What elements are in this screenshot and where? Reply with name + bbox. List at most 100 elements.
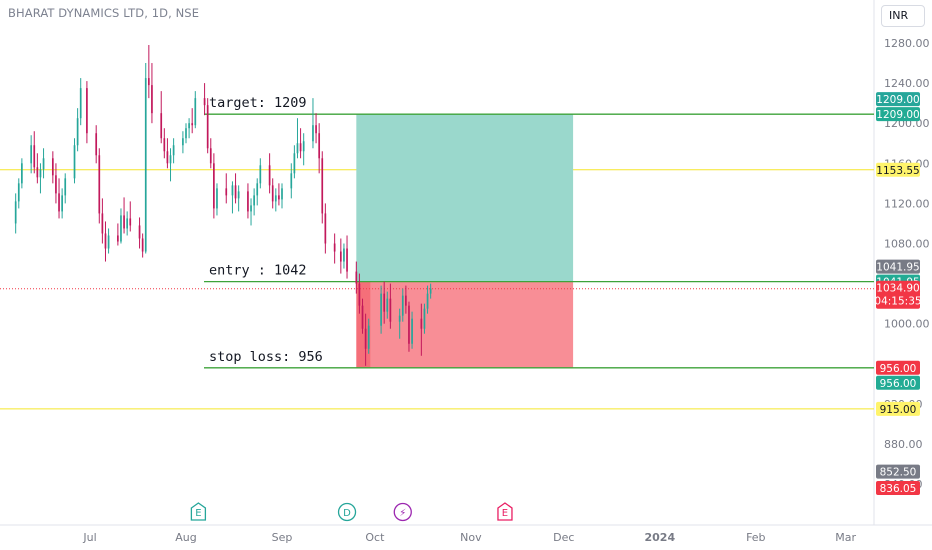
- candle[interactable]: [144, 63, 147, 254]
- candle[interactable]: [61, 188, 63, 219]
- candle[interactable]: [216, 183, 218, 216]
- earnings-event-icon[interactable]: E: [190, 502, 207, 521]
- candle[interactable]: [107, 228, 110, 254]
- candle[interactable]: [247, 183, 249, 219]
- candle[interactable]: [423, 303, 426, 334]
- candle[interactable]: [293, 145, 296, 179]
- candle[interactable]: [203, 83, 206, 116]
- candle[interactable]: [343, 243, 345, 269]
- candle[interactable]: [401, 288, 404, 322]
- candle[interactable]: [42, 148, 45, 179]
- candle[interactable]: [296, 118, 299, 159]
- candle[interactable]: [429, 283, 432, 299]
- candle[interactable]: [30, 135, 33, 174]
- candle[interactable]: [259, 158, 262, 189]
- candle[interactable]: [333, 233, 336, 264]
- candle[interactable]: [318, 123, 321, 174]
- candle[interactable]: [55, 163, 57, 204]
- candle[interactable]: [398, 308, 401, 339]
- candle[interactable]: [185, 123, 187, 144]
- loss-zone[interactable]: [356, 281, 574, 368]
- candle[interactable]: [14, 193, 17, 234]
- candle[interactable]: [213, 153, 215, 219]
- candle[interactable]: [147, 45, 150, 99]
- candle[interactable]: [39, 163, 42, 194]
- candle[interactable]: [324, 203, 327, 254]
- candle[interactable]: [126, 211, 129, 236]
- candle[interactable]: [209, 138, 212, 169]
- candle[interactable]: [281, 183, 283, 209]
- candle[interactable]: [182, 131, 184, 154]
- candle[interactable]: [302, 133, 305, 166]
- candle[interactable]: [86, 81, 88, 144]
- candle[interactable]: [120, 208, 122, 244]
- candle[interactable]: [383, 281, 386, 324]
- candle[interactable]: [163, 128, 166, 159]
- candle[interactable]: [389, 283, 392, 329]
- candle[interactable]: [151, 63, 153, 124]
- split-event-icon[interactable]: ⚡: [393, 502, 412, 522]
- candle[interactable]: [358, 273, 361, 314]
- candle[interactable]: [405, 285, 407, 314]
- candle[interactable]: [166, 138, 169, 169]
- candle[interactable]: [420, 303, 423, 356]
- candle[interactable]: [408, 301, 410, 352]
- candle[interactable]: [104, 221, 107, 262]
- candle[interactable]: [138, 217, 141, 249]
- candle[interactable]: [95, 125, 98, 164]
- entry-annotation[interactable]: entry : 1042: [209, 263, 307, 279]
- candle[interactable]: [364, 313, 367, 366]
- target-annotation[interactable]: target: 1209: [209, 95, 307, 111]
- candle[interactable]: [123, 197, 125, 234]
- candle[interactable]: [253, 188, 255, 216]
- candle[interactable]: [367, 318, 370, 354]
- candle[interactable]: [339, 238, 342, 274]
- candle[interactable]: [58, 178, 60, 219]
- candle[interactable]: [129, 201, 132, 232]
- candle[interactable]: [271, 178, 274, 209]
- candle[interactable]: [188, 118, 190, 139]
- candle[interactable]: [290, 163, 293, 199]
- candle[interactable]: [172, 138, 175, 164]
- candle[interactable]: [169, 148, 172, 182]
- candle[interactable]: [346, 235, 348, 279]
- candle[interactable]: [194, 91, 197, 129]
- candle[interactable]: [73, 138, 76, 184]
- candle[interactable]: [361, 298, 364, 334]
- candle[interactable]: [117, 223, 119, 246]
- candle[interactable]: [225, 173, 228, 204]
- candle[interactable]: [79, 78, 82, 126]
- candle[interactable]: [234, 173, 237, 204]
- candle[interactable]: [278, 183, 280, 206]
- candle[interactable]: [315, 113, 317, 144]
- candle[interactable]: [76, 108, 79, 152]
- candle[interactable]: [17, 178, 20, 209]
- candle[interactable]: [411, 311, 413, 349]
- candle[interactable]: [33, 131, 36, 174]
- candle[interactable]: [299, 128, 302, 159]
- candle[interactable]: [380, 285, 382, 334]
- candle[interactable]: [141, 233, 144, 258]
- candle[interactable]: [274, 188, 277, 212]
- stoploss-annotation[interactable]: stop loss: 956: [209, 349, 323, 365]
- candle[interactable]: [256, 178, 259, 206]
- currency-selector[interactable]: INR: [881, 5, 925, 27]
- candle[interactable]: [51, 151, 54, 184]
- profit-zone[interactable]: [356, 114, 574, 282]
- candle[interactable]: [321, 151, 324, 224]
- candle[interactable]: [386, 291, 389, 319]
- candle[interactable]: [426, 285, 429, 314]
- candle[interactable]: [98, 148, 101, 224]
- candle[interactable]: [206, 98, 209, 154]
- candle[interactable]: [21, 158, 23, 189]
- candle[interactable]: [250, 198, 252, 226]
- candle[interactable]: [101, 198, 104, 244]
- candle[interactable]: [312, 98, 314, 149]
- candle[interactable]: [191, 108, 194, 134]
- candle[interactable]: [36, 153, 39, 184]
- candle[interactable]: [231, 181, 234, 214]
- candle[interactable]: [237, 185, 240, 212]
- dividend-event-icon[interactable]: D: [337, 502, 357, 522]
- candle[interactable]: [64, 173, 67, 204]
